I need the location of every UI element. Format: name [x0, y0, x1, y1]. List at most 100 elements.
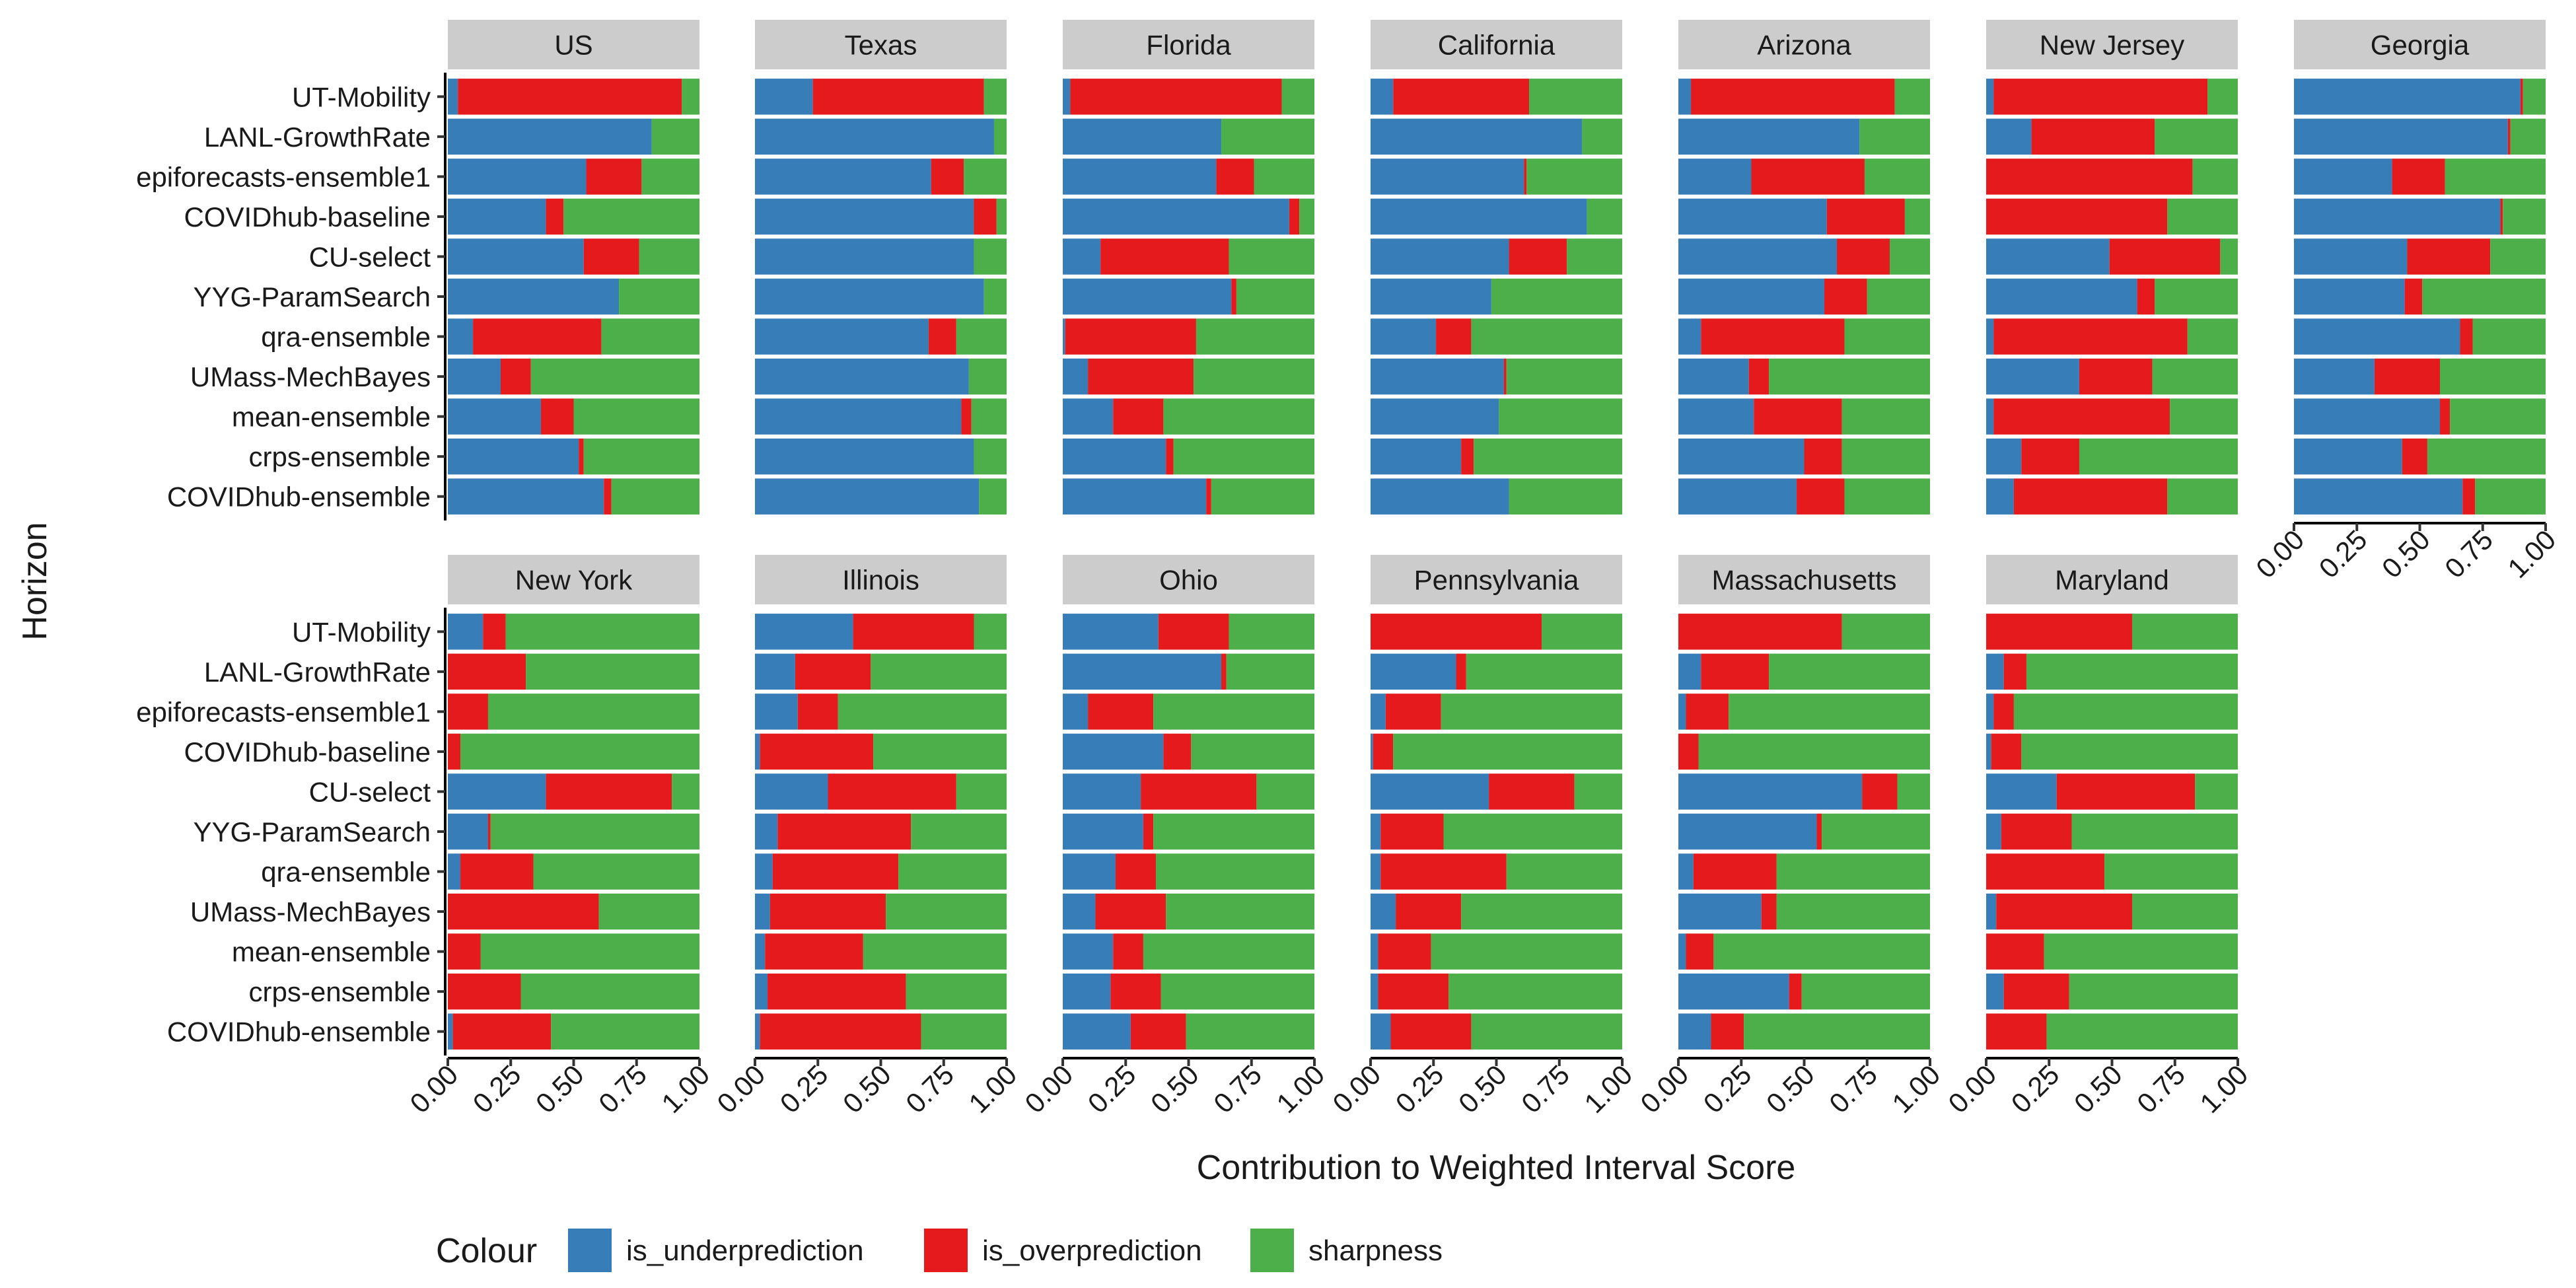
bar-florida-mean-ensemble-is-underprediction: [1063, 398, 1114, 435]
bar-maryland-covidhub-baseline-is-underprediction: [1986, 733, 1991, 770]
bar-illinois-mean-ensemble-is-overprediction: [765, 933, 863, 970]
strip-arizona: [1678, 20, 1930, 69]
x-tick-label: 1.00: [1578, 1059, 1638, 1119]
bar-georgia-covidhub-baseline-is-underprediction: [2294, 198, 2501, 235]
bar-massachusetts-covidhub-ensemble-sharpness: [1744, 1013, 1930, 1050]
bar-new-jersey-umass-mechbayes-is-overprediction: [2079, 358, 2153, 395]
bar-new-york-covidhub-ensemble-sharpness: [551, 1013, 699, 1050]
bar-georgia-epiforecasts-ensemble1-sharpness: [2445, 159, 2546, 195]
bar-texas-cu-select-is-underprediction: [755, 238, 974, 275]
bar-ohio-covidhub-baseline-is-overprediction: [1163, 733, 1192, 770]
bar-maryland-covidhub-ensemble-is-overprediction: [1986, 1013, 2047, 1050]
bar-massachusetts-mean-ensemble-is-overprediction: [1686, 933, 1714, 970]
bar-us-umass-mechbayes-sharpness: [530, 358, 699, 395]
y-tick-label-qra-ensemble: qra-ensemble: [261, 322, 431, 353]
y-tick-label-lanl-growthrate: LANL-GrowthRate: [204, 657, 431, 688]
bar-maryland-ut-mobility-is-overprediction: [1986, 614, 2132, 650]
bar-ohio-ut-mobility-is-underprediction: [1063, 614, 1159, 650]
bar-massachusetts-mean-ensemble-sharpness: [1713, 933, 1930, 970]
bar-new-jersey-qra-ensemble-is-overprediction: [1993, 318, 2188, 355]
bar-florida-covidhub-ensemble-is-overprediction: [1206, 478, 1211, 515]
bar-maryland-mean-ensemble-sharpness: [2044, 933, 2238, 970]
x-tick-label: 0.75: [900, 1059, 960, 1119]
x-tick-label: 0.00: [711, 1059, 771, 1119]
bar-arizona-umass-mechbayes-sharpness: [1769, 358, 1930, 395]
legend-label-is-overprediction: is_overprediction: [982, 1234, 1202, 1267]
bar-arizona-yyg-paramsearch-is-overprediction: [1824, 278, 1867, 315]
bar-us-cu-select-is-overprediction: [583, 238, 639, 275]
bar-illinois-covidhub-baseline-is-overprediction: [760, 733, 874, 770]
bar-maryland-cu-select-sharpness: [2195, 773, 2238, 810]
x-tick-label: 1.00: [2194, 1059, 2254, 1119]
bar-pennsylvania-lanl-growthrate-is-underprediction: [1371, 653, 1456, 690]
bar-texas-lanl-growthrate-is-underprediction: [755, 118, 994, 155]
bar-new-york-cu-select-is-overprediction: [546, 773, 672, 810]
bar-illinois-covidhub-ensemble-sharpness: [921, 1013, 1007, 1050]
bar-california-cu-select-is-underprediction: [1371, 238, 1509, 275]
bar-georgia-crps-ensemble-is-underprediction: [2294, 438, 2402, 475]
bar-florida-yyg-paramsearch-sharpness: [1236, 278, 1314, 315]
bar-massachusetts-mean-ensemble-is-underprediction: [1678, 933, 1686, 970]
bar-florida-umass-mechbayes-is-underprediction: [1063, 358, 1089, 395]
bar-arizona-ut-mobility-is-overprediction: [1691, 79, 1895, 115]
bar-illinois-mean-ensemble-is-underprediction: [755, 933, 766, 970]
bar-us-crps-ensemble-sharpness: [583, 438, 699, 475]
y-tick-label-umass-mechbayes: UMass-MechBayes: [190, 361, 431, 392]
bar-us-covidhub-ensemble-sharpness: [611, 478, 699, 515]
bar-arizona-epiforecasts-ensemble1-is-overprediction: [1751, 159, 1865, 195]
x-tick-label: 1.00: [962, 1059, 1022, 1119]
bar-pennsylvania-cu-select-is-overprediction: [1489, 773, 1575, 810]
bar-california-crps-ensemble-sharpness: [1474, 438, 1622, 475]
bar-georgia-mean-ensemble-is-underprediction: [2294, 398, 2440, 435]
bar-california-umass-mechbayes-is-overprediction: [1503, 358, 1507, 395]
strip-new-york: [448, 555, 699, 604]
bar-maryland-ut-mobility-sharpness: [2131, 614, 2238, 650]
bar-georgia-lanl-growthrate-is-overprediction: [2507, 118, 2511, 155]
bar-florida-covidhub-ensemble-sharpness: [1211, 478, 1314, 515]
bar-pennsylvania-epiforecasts-ensemble1-is-overprediction: [1385, 694, 1441, 730]
bar-maryland-epiforecasts-ensemble1-is-underprediction: [1986, 694, 1994, 730]
bar-new-jersey-umass-mechbayes-sharpness: [2152, 358, 2238, 395]
bar-maryland-cu-select-is-underprediction: [1986, 773, 2057, 810]
bar-us-mean-ensemble-is-overprediction: [540, 398, 574, 435]
bar-texas-lanl-growthrate-sharpness: [993, 118, 1007, 155]
x-tick-label: 0.25: [1082, 1059, 1142, 1119]
bar-texas-crps-ensemble-sharpness: [974, 438, 1007, 475]
bar-us-epiforecasts-ensemble1-is-underprediction: [448, 159, 587, 195]
bar-arizona-crps-ensemble-is-overprediction: [1804, 438, 1842, 475]
bar-illinois-umass-mechbayes-sharpness: [886, 893, 1007, 930]
bar-illinois-lanl-growthrate-is-underprediction: [755, 653, 795, 690]
bar-new-jersey-epiforecasts-ensemble1-is-overprediction: [1986, 159, 2193, 195]
bar-massachusetts-covidhub-ensemble-is-underprediction: [1678, 1013, 1711, 1050]
bar-new-jersey-lanl-growthrate-sharpness: [2155, 118, 2238, 155]
bar-new-jersey-ut-mobility-is-overprediction: [1993, 79, 2208, 115]
bar-georgia-covidhub-ensemble-is-underprediction: [2294, 478, 2463, 515]
bar-ohio-covidhub-ensemble-is-underprediction: [1063, 1013, 1131, 1050]
bar-texas-crps-ensemble-is-underprediction: [755, 438, 974, 475]
bar-illinois-covidhub-ensemble-is-overprediction: [760, 1013, 921, 1050]
panel-title-us: US: [554, 30, 592, 61]
x-tick-label: 0.25: [1390, 1059, 1450, 1119]
strip-maryland: [1986, 555, 2238, 604]
bar-new-york-umass-mechbayes-is-overprediction: [448, 893, 599, 930]
bar-massachusetts-covidhub-ensemble-is-overprediction: [1711, 1013, 1744, 1050]
bar-georgia-umass-mechbayes-is-overprediction: [2374, 358, 2440, 395]
bar-illinois-ut-mobility-sharpness: [974, 614, 1007, 650]
panel-title-pennsylvania: Pennsylvania: [1414, 565, 1579, 596]
bar-us-crps-ensemble-is-overprediction: [579, 438, 584, 475]
x-tick-label: 0.75: [2131, 1059, 2191, 1119]
bar-california-lanl-growthrate-sharpness: [1582, 118, 1622, 155]
bar-ohio-mean-ensemble-is-underprediction: [1063, 933, 1114, 970]
bar-georgia-umass-mechbayes-sharpness: [2439, 358, 2546, 395]
y-tick-label-lanl-growthrate: LANL-GrowthRate: [204, 122, 431, 153]
bar-arizona-covidhub-baseline-sharpness: [1904, 198, 1930, 235]
bar-pennsylvania-mean-ensemble-is-overprediction: [1378, 933, 1431, 970]
bar-new-jersey-cu-select-is-overprediction: [2109, 238, 2221, 275]
panel-title-maryland: Maryland: [2055, 565, 2169, 596]
bar-texas-yyg-paramsearch-is-underprediction: [755, 278, 984, 315]
bar-massachusetts-ut-mobility-is-overprediction: [1678, 614, 1842, 650]
bar-illinois-crps-ensemble-sharpness: [906, 973, 1007, 1010]
bar-arizona-yyg-paramsearch-sharpness: [1867, 278, 1930, 315]
strip-new-jersey: [1986, 20, 2238, 69]
